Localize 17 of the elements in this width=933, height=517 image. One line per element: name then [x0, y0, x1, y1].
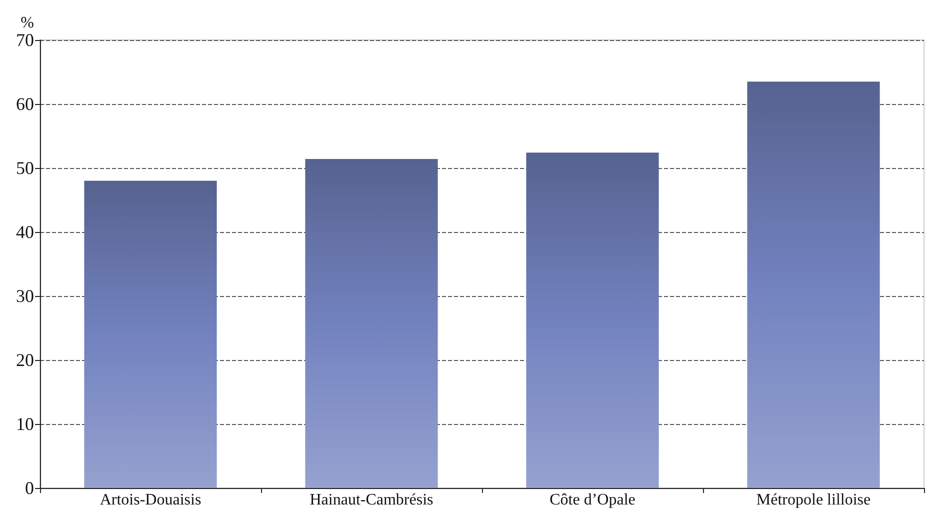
- bar: [84, 180, 217, 488]
- bar: [747, 82, 880, 488]
- x-tick-label: Métropole lilloise: [756, 492, 871, 508]
- y-tick-label: 50: [16, 158, 34, 178]
- y-tick-label: 60: [16, 94, 34, 114]
- y-tick-label: 40: [16, 222, 34, 242]
- y-axis-title: %: [20, 14, 34, 32]
- bar: [305, 159, 438, 488]
- bar: [526, 152, 659, 488]
- x-tick-label: Artois-Douaisis: [100, 492, 202, 508]
- y-tick-label: 0: [25, 478, 34, 498]
- x-tick-label: Côte d’Opale: [550, 492, 636, 508]
- y-tick-label: 70: [16, 30, 34, 50]
- y-tick-label: 20: [16, 350, 34, 370]
- y-tick-label: 30: [16, 286, 34, 306]
- x-tick-label: Hainaut-Cambrésis: [310, 492, 434, 508]
- y-tick-label: 10: [16, 414, 34, 434]
